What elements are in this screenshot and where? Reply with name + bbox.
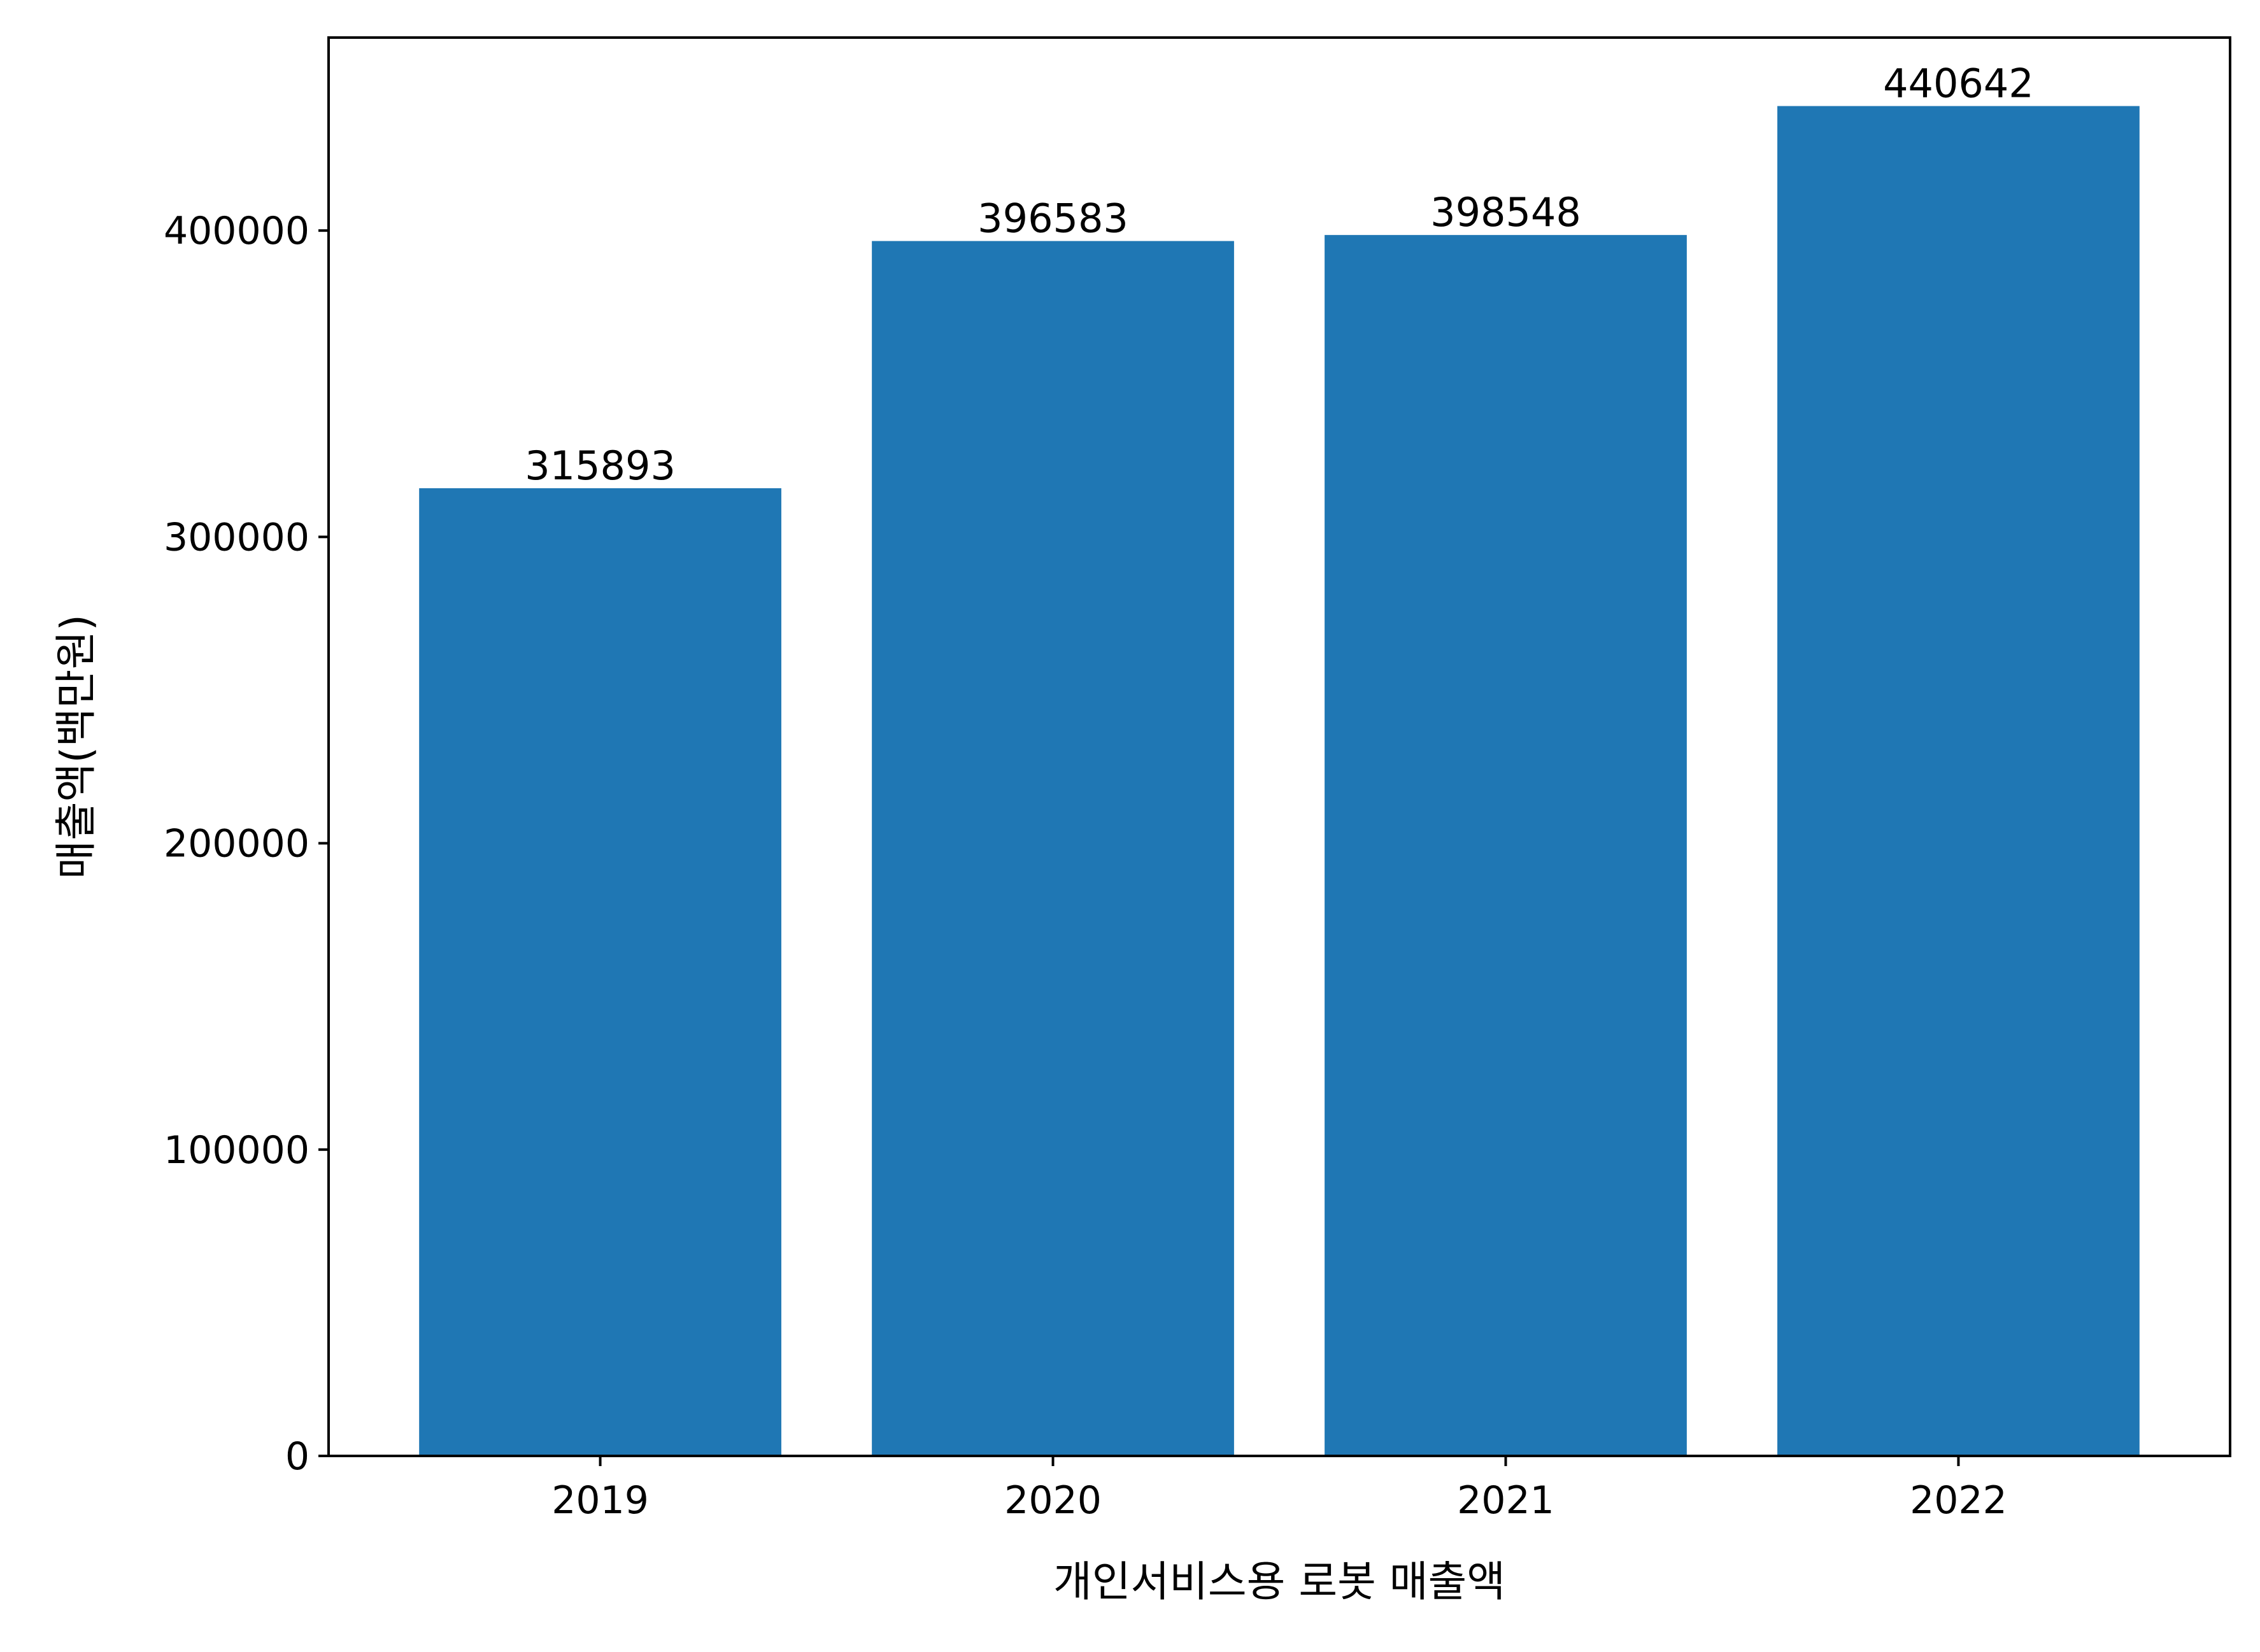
data-label-2022: 440642	[1883, 60, 2034, 107]
x-tick-label-2020: 2020	[1004, 1478, 1102, 1523]
data-labels-group: 315893 396583 398548 440642	[525, 60, 2034, 489]
data-label-2020: 396583	[977, 195, 1128, 242]
y-axis-label: 매출액(백만원)	[52, 614, 101, 879]
bars-group	[419, 106, 2140, 1457]
x-tick-label-2021: 2021	[1457, 1478, 1554, 1523]
bar-2022	[1777, 106, 2140, 1456]
y-tick-label-400000: 400000	[164, 209, 309, 253]
bar-2021	[1325, 235, 1687, 1456]
y-axis-ticks: 0 100000 200000 300000 400000	[164, 209, 329, 1479]
y-tick-label-300000: 300000	[164, 515, 309, 560]
y-tick-label-200000: 200000	[164, 822, 309, 866]
data-label-2019: 315893	[525, 442, 676, 489]
x-axis-label: 개인서비스용 로봇 매출액	[1053, 1557, 1505, 1606]
y-tick-label-0: 0	[285, 1434, 309, 1479]
x-axis-ticks: 2019 2020 2021 2022	[551, 1456, 2007, 1523]
plot-area-frame	[327, 36, 2231, 1457]
x-tick-label-2022: 2022	[1910, 1478, 2007, 1523]
y-tick-label-100000: 100000	[164, 1128, 309, 1173]
bar-2019	[419, 488, 781, 1457]
x-tick-label-2019: 2019	[551, 1478, 649, 1523]
data-label-2021: 398548	[1430, 189, 1581, 236]
bar-2020	[872, 241, 1234, 1456]
